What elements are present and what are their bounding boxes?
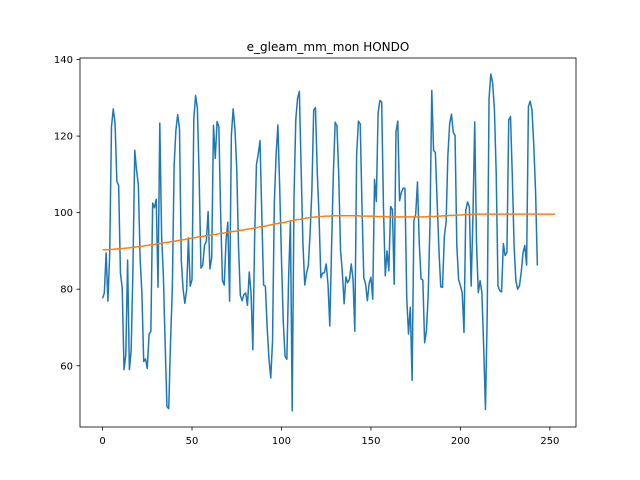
x-tick-label: 200	[451, 436, 470, 447]
x-axis: 0 50 100 150 200 250	[99, 427, 559, 447]
y-tick-label: 120	[54, 132, 73, 143]
chart-title: e_gleam_mm_mon HONDO	[247, 40, 410, 54]
y-tick-label: 140	[54, 55, 73, 66]
series-line-2	[102, 213, 556, 251]
plot-area-frame	[79, 57, 577, 428]
y-tick-label: 80	[60, 285, 73, 296]
series-line-1	[101, 73, 539, 412]
x-tick-label: 100	[272, 436, 291, 447]
y-axis: 60 80 100 120 140	[54, 55, 80, 372]
x-tick-label: 0	[99, 436, 105, 447]
y-tick-label: 60	[60, 361, 73, 372]
x-tick-label: 150	[361, 436, 380, 447]
x-tick-label: 250	[540, 436, 559, 447]
y-tick-label: 100	[54, 208, 73, 219]
x-tick-label: 50	[186, 436, 199, 447]
